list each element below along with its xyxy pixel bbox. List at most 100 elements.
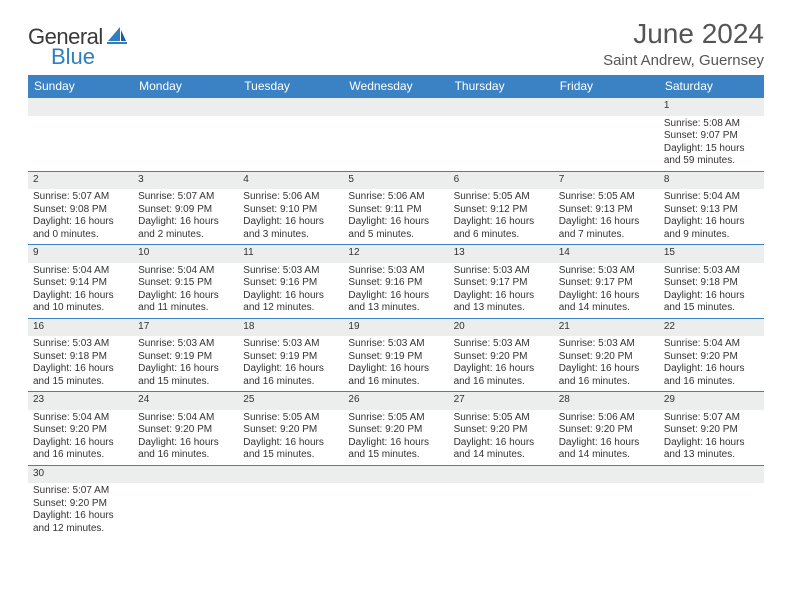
- day-detail: Sunrise: 5:06 AMSunset: 9:20 PMDaylight:…: [554, 410, 659, 465]
- day-number: 21: [554, 319, 659, 337]
- day-number: [554, 98, 659, 116]
- day-number: [343, 98, 448, 116]
- day-detail: Sunrise: 5:07 AMSunset: 9:20 PMDaylight:…: [659, 410, 764, 465]
- day-detail: Sunrise: 5:03 AMSunset: 9:18 PMDaylight:…: [659, 263, 764, 318]
- day-number: 13: [449, 245, 554, 263]
- day-number: 9: [28, 245, 133, 263]
- day-detail: Sunrise: 5:07 AMSunset: 9:09 PMDaylight:…: [133, 189, 238, 244]
- day-detail: Sunrise: 5:06 AMSunset: 9:11 PMDaylight:…: [343, 189, 448, 244]
- day-number: 1: [659, 98, 764, 116]
- day-number: 5: [343, 172, 448, 190]
- day-detail: [133, 483, 238, 538]
- day-number: 12: [343, 245, 448, 263]
- day-detail: Sunrise: 5:03 AMSunset: 9:16 PMDaylight:…: [238, 263, 343, 318]
- day-number: [238, 466, 343, 484]
- day-number: [133, 98, 238, 116]
- day-detail: Sunrise: 5:03 AMSunset: 9:20 PMDaylight:…: [554, 336, 659, 391]
- day-number: 6: [449, 172, 554, 190]
- day-detail: Sunrise: 5:07 AMSunset: 9:08 PMDaylight:…: [28, 189, 133, 244]
- day-detail: Sunrise: 5:03 AMSunset: 9:19 PMDaylight:…: [238, 336, 343, 391]
- day-detail: Sunrise: 5:04 AMSunset: 9:13 PMDaylight:…: [659, 189, 764, 244]
- weekday-header: SundayMondayTuesdayWednesdayThursdayFrid…: [28, 75, 764, 98]
- sail-icon: [106, 25, 128, 50]
- day-detail: [238, 116, 343, 171]
- day-detail: Sunrise: 5:04 AMSunset: 9:15 PMDaylight:…: [133, 263, 238, 318]
- day-number: 29: [659, 392, 764, 410]
- header: General June 2024 Saint Andrew, Guernsey: [28, 18, 764, 69]
- day-number: 7: [554, 172, 659, 190]
- day-detail: [449, 483, 554, 538]
- week-row: 9101112131415 Sunrise: 5:04 AMSunset: 9:1…: [28, 245, 764, 319]
- day-detail: [554, 483, 659, 538]
- day-detail: Sunrise: 5:03 AMSunset: 9:16 PMDaylight:…: [343, 263, 448, 318]
- day-number: 4: [238, 172, 343, 190]
- day-detail: Sunrise: 5:03 AMSunset: 9:18 PMDaylight:…: [28, 336, 133, 391]
- weekday-label: Wednesday: [343, 75, 448, 98]
- day-detail: Sunrise: 5:04 AMSunset: 9:20 PMDaylight:…: [133, 410, 238, 465]
- day-detail: [343, 116, 448, 171]
- day-number: 15: [659, 245, 764, 263]
- day-detail: Sunrise: 5:03 AMSunset: 9:17 PMDaylight:…: [449, 263, 554, 318]
- day-number: 8: [659, 172, 764, 190]
- weeks-container: 1Sunrise: 5:08 AMSunset: 9:07 PMDaylight…: [28, 98, 764, 538]
- day-detail: Sunrise: 5:07 AMSunset: 9:20 PMDaylight:…: [28, 483, 133, 538]
- day-detail: Sunrise: 5:08 AMSunset: 9:07 PMDaylight:…: [659, 116, 764, 171]
- day-detail: [659, 483, 764, 538]
- day-number: [449, 466, 554, 484]
- week-row: 16171819202122Sunrise: 5:03 AMSunset: 9:…: [28, 319, 764, 393]
- day-detail: Sunrise: 5:05 AMSunset: 9:20 PMDaylight:…: [449, 410, 554, 465]
- day-detail: [28, 116, 133, 171]
- day-number: [133, 466, 238, 484]
- day-number: 17: [133, 319, 238, 337]
- page-title: June 2024: [603, 18, 764, 50]
- calendar-page: General June 2024 Saint Andrew, Guernsey…: [0, 0, 792, 548]
- calendar: SundayMondayTuesdayWednesdayThursdayFrid…: [28, 75, 764, 538]
- day-number: 24: [133, 392, 238, 410]
- day-number: [554, 466, 659, 484]
- day-detail: Sunrise: 5:04 AMSunset: 9:14 PMDaylight:…: [28, 263, 133, 318]
- day-detail: [238, 483, 343, 538]
- week-row: 1Sunrise: 5:08 AMSunset: 9:07 PMDaylight…: [28, 98, 764, 172]
- day-number: 3: [133, 172, 238, 190]
- day-detail: Sunrise: 5:03 AMSunset: 9:17 PMDaylight:…: [554, 263, 659, 318]
- day-number: [343, 466, 448, 484]
- day-number: 16: [28, 319, 133, 337]
- day-number: 22: [659, 319, 764, 337]
- day-detail: [554, 116, 659, 171]
- day-number: 19: [343, 319, 448, 337]
- day-number: 11: [238, 245, 343, 263]
- week-row: 30Sunrise: 5:07 AMSunset: 9:20 PMDayligh…: [28, 466, 764, 539]
- day-detail: Sunrise: 5:03 AMSunset: 9:19 PMDaylight:…: [133, 336, 238, 391]
- day-detail: Sunrise: 5:05 AMSunset: 9:20 PMDaylight:…: [343, 410, 448, 465]
- day-number: [449, 98, 554, 116]
- day-number: 2: [28, 172, 133, 190]
- weekday-label: Tuesday: [238, 75, 343, 98]
- day-number: 18: [238, 319, 343, 337]
- week-row: 23242526272829Sunrise: 5:04 AMSunset: 9:…: [28, 392, 764, 466]
- weekday-label: Thursday: [449, 75, 554, 98]
- day-number: 28: [554, 392, 659, 410]
- day-number: 26: [343, 392, 448, 410]
- day-detail: Sunrise: 5:04 AMSunset: 9:20 PMDaylight:…: [659, 336, 764, 391]
- brand-text-2: Blue: [51, 44, 95, 70]
- day-detail: Sunrise: 5:05 AMSunset: 9:12 PMDaylight:…: [449, 189, 554, 244]
- day-detail: [343, 483, 448, 538]
- day-detail: Sunrise: 5:05 AMSunset: 9:13 PMDaylight:…: [554, 189, 659, 244]
- weekday-label: Monday: [133, 75, 238, 98]
- day-number: 23: [28, 392, 133, 410]
- day-detail: [133, 116, 238, 171]
- day-number: 10: [133, 245, 238, 263]
- day-number: [28, 98, 133, 116]
- weekday-label: Sunday: [28, 75, 133, 98]
- weekday-label: Saturday: [659, 75, 764, 98]
- day-number: 20: [449, 319, 554, 337]
- page-subtitle: Saint Andrew, Guernsey: [603, 52, 764, 69]
- day-detail: Sunrise: 5:04 AMSunset: 9:20 PMDaylight:…: [28, 410, 133, 465]
- day-number: [659, 466, 764, 484]
- title-block: June 2024 Saint Andrew, Guernsey: [603, 18, 764, 69]
- day-detail: Sunrise: 5:03 AMSunset: 9:20 PMDaylight:…: [449, 336, 554, 391]
- day-number: 14: [554, 245, 659, 263]
- day-number: [238, 98, 343, 116]
- weekday-label: Friday: [554, 75, 659, 98]
- day-detail: Sunrise: 5:03 AMSunset: 9:19 PMDaylight:…: [343, 336, 448, 391]
